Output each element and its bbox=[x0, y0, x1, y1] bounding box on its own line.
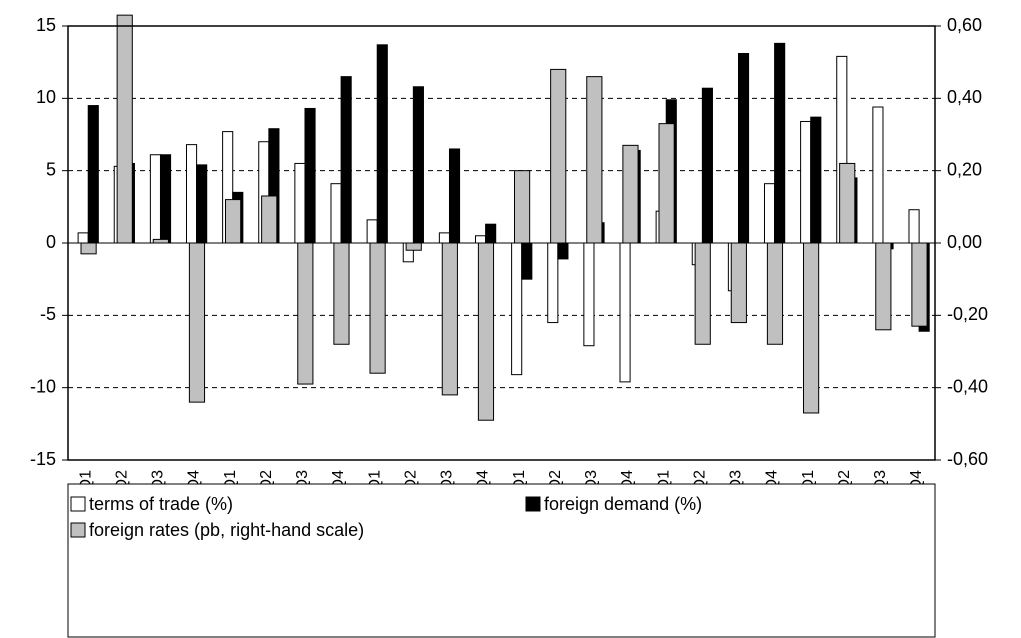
bar bbox=[188, 242, 206, 403]
bar bbox=[149, 154, 161, 244]
bar bbox=[116, 14, 133, 244]
bar bbox=[511, 242, 523, 376]
y-tick-label: -5 bbox=[40, 304, 56, 324]
bar bbox=[694, 242, 711, 345]
y2-tick-label: 0,40 bbox=[947, 87, 982, 107]
bar bbox=[514, 170, 531, 244]
bar bbox=[658, 123, 675, 244]
bar bbox=[87, 105, 99, 244]
bar bbox=[583, 242, 595, 347]
bar bbox=[366, 219, 378, 244]
y2-tick-label: 0,00 bbox=[947, 232, 982, 252]
bar bbox=[297, 242, 314, 385]
bar bbox=[80, 242, 97, 255]
y-tick-label: 10 bbox=[36, 87, 56, 107]
bar bbox=[196, 164, 208, 244]
legend-label: terms of trade (%) bbox=[89, 494, 233, 514]
bar bbox=[412, 86, 424, 244]
bar bbox=[159, 154, 172, 244]
bar bbox=[448, 148, 461, 244]
bar bbox=[839, 162, 856, 244]
bar bbox=[875, 242, 892, 331]
bar bbox=[261, 195, 278, 244]
bar bbox=[810, 116, 822, 244]
bar bbox=[340, 76, 352, 244]
legend-label: foreign demand (%) bbox=[544, 494, 702, 514]
bar bbox=[872, 106, 884, 244]
y2-tick-label: 0,20 bbox=[947, 159, 982, 179]
y-tick-label: -15 bbox=[30, 449, 56, 469]
bar bbox=[774, 42, 786, 244]
legend-swatch bbox=[70, 496, 86, 512]
bar bbox=[763, 183, 776, 244]
bar bbox=[441, 242, 458, 396]
bar bbox=[333, 242, 350, 345]
bar bbox=[405, 242, 422, 251]
legend-swatch bbox=[525, 496, 541, 512]
y2-tick-label: -0,60 bbox=[947, 449, 988, 469]
bar bbox=[185, 144, 198, 244]
bar bbox=[152, 238, 169, 244]
bar bbox=[547, 242, 559, 324]
bar bbox=[586, 76, 603, 244]
bar bbox=[330, 183, 342, 244]
y2-tick-label: -0,20 bbox=[947, 304, 988, 324]
bar bbox=[521, 242, 533, 280]
bar bbox=[369, 242, 386, 374]
bar bbox=[438, 232, 450, 244]
bar bbox=[474, 235, 487, 244]
bar bbox=[766, 242, 784, 345]
y-tick-label: -10 bbox=[30, 376, 56, 396]
y2-tick-label: 0,60 bbox=[947, 15, 982, 35]
bar bbox=[911, 242, 928, 327]
bar bbox=[730, 242, 747, 324]
y-tick-label: 5 bbox=[46, 159, 56, 179]
bar bbox=[557, 242, 569, 260]
bar bbox=[77, 232, 89, 244]
bar bbox=[800, 120, 812, 244]
legend-box bbox=[67, 483, 936, 638]
bar bbox=[550, 68, 567, 244]
plot-frame bbox=[67, 25, 936, 461]
y-tick-label: 15 bbox=[36, 15, 56, 35]
bar bbox=[225, 199, 242, 244]
bar bbox=[622, 144, 639, 244]
bar bbox=[485, 223, 497, 244]
bar bbox=[908, 209, 920, 244]
y-tick-label: 0 bbox=[46, 232, 56, 252]
bar bbox=[376, 44, 388, 244]
legend-label: foreign rates (pb, right-hand scale) bbox=[89, 520, 364, 540]
bar bbox=[701, 87, 713, 244]
bar bbox=[737, 52, 750, 244]
bar bbox=[803, 242, 820, 414]
legend-swatch bbox=[70, 522, 86, 538]
bar bbox=[304, 107, 316, 244]
bar bbox=[294, 162, 306, 244]
bar bbox=[477, 242, 495, 421]
y2-tick-label: -0,40 bbox=[947, 376, 988, 396]
bar bbox=[619, 242, 631, 383]
